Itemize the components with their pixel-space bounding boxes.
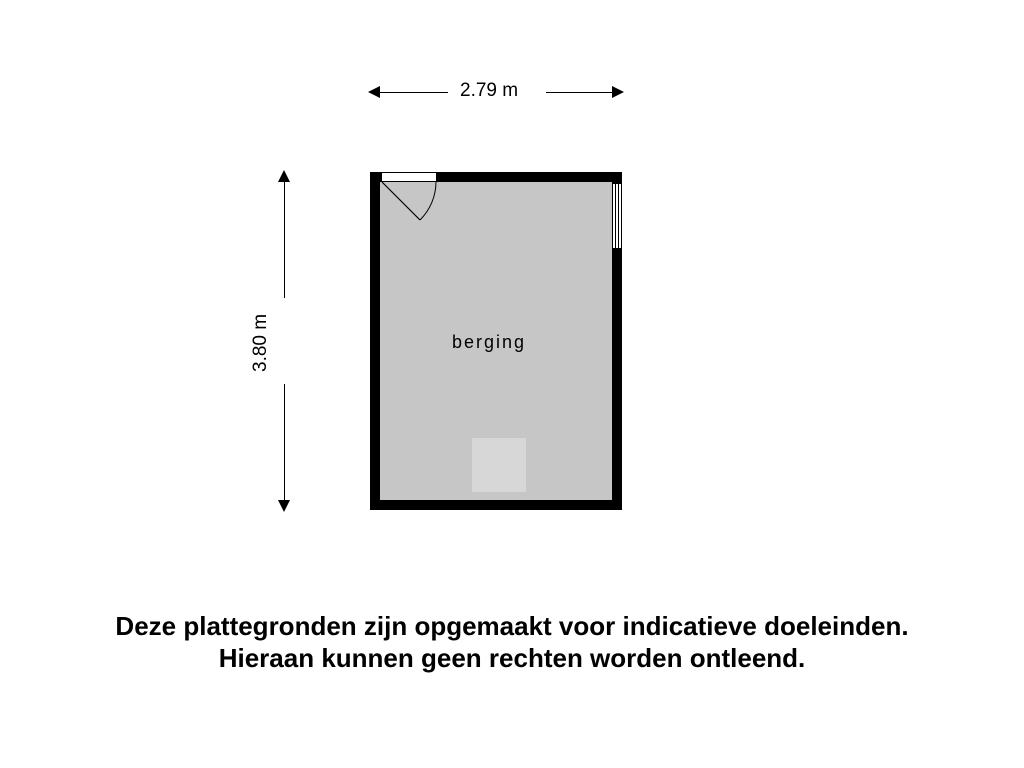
wall-bottom xyxy=(370,500,622,510)
dim-top-line-left xyxy=(380,92,448,93)
caption-line1: Deze plattegronden zijn opgemaakt voor i… xyxy=(0,610,1024,642)
arrow-up-icon xyxy=(278,170,290,182)
arrow-down-icon xyxy=(278,500,290,512)
floorplan-canvas: berging 2.79 m 3.80 m Deze plattegronden… xyxy=(0,0,1024,768)
door-frame-line-bottom xyxy=(382,181,436,182)
wall-left xyxy=(370,172,380,510)
dim-left-line-bottom xyxy=(284,384,285,500)
dim-left-line-top xyxy=(284,182,285,298)
caption-line2: Hieraan kunnen geen rechten worden ontle… xyxy=(0,642,1024,674)
dim-top-label: 2.79 m xyxy=(460,80,518,102)
window-line-outer xyxy=(612,184,613,248)
room-label: berging xyxy=(452,332,526,353)
arrow-left-icon xyxy=(368,86,380,98)
room-light-patch xyxy=(472,438,526,492)
dim-top-line-right xyxy=(546,92,612,93)
window-line-mid1 xyxy=(615,184,616,248)
window-line-mid2 xyxy=(618,184,619,248)
door-frame-line-top xyxy=(382,172,436,173)
arrow-right-icon xyxy=(612,86,624,98)
window-line-inner xyxy=(621,184,622,248)
dim-left-label: 3.80 m xyxy=(250,314,272,372)
